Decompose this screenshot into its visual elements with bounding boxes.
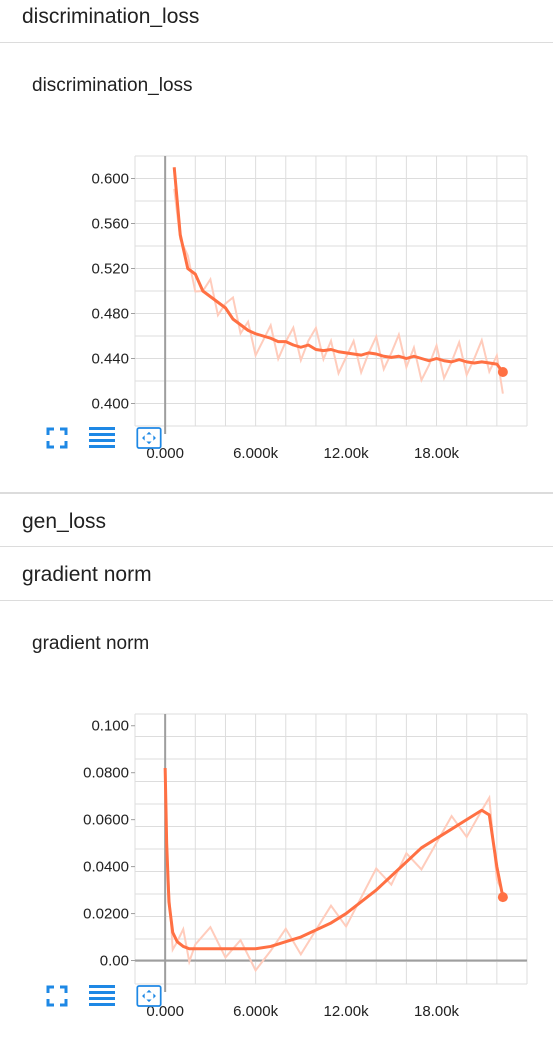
series-group	[163, 767, 505, 973]
chart-title: discrimination_loss	[32, 75, 193, 96]
raw-series-line	[173, 188, 504, 394]
x-tick-label: 12.00k	[324, 1003, 370, 1020]
section-header-gen-loss[interactable]: gen_loss	[0, 493, 553, 547]
fit-domain-button[interactable]	[44, 425, 70, 451]
line-chart-discrimination-loss[interactable]: 0.600 0.560 0.520 0.480 0.440 0.400 0.000 6.000…	[0, 104, 553, 484]
section-title: discrimination_loss	[22, 5, 200, 28]
y-tick-label: 0.0200	[83, 906, 129, 923]
section-header-discrimination-loss[interactable]: discrimination_loss	[0, 0, 553, 43]
grid-lines	[134, 155, 528, 427]
chart-card-gradient-norm: gradient norm 0.100 0.0800 0.0600 0.0400 0.0…	[0, 602, 553, 1020]
toggle-data-icon	[89, 427, 115, 448]
smoothed-series-line	[163, 767, 505, 951]
x-tick-label: 6.000k	[233, 445, 279, 462]
y-tick-label: 0.0600	[83, 812, 129, 829]
last-point-marker[interactable]	[497, 892, 508, 903]
y-tick-label: 0.560	[91, 216, 129, 233]
expand-icon	[136, 985, 162, 1007]
x-tick-label: 0.000	[146, 445, 184, 462]
section-title: gradient norm	[22, 563, 152, 586]
fit-domain-icon	[46, 427, 68, 449]
y-tick-label: 0.0800	[83, 765, 129, 782]
y-tick-label: 0.440	[91, 351, 129, 368]
x-tick-label: 18.00k	[414, 1003, 460, 1020]
series-group	[172, 167, 505, 394]
expand-chart-button[interactable]	[136, 425, 162, 451]
raw-series-line	[164, 789, 504, 973]
expand-icon	[136, 427, 162, 449]
last-point-marker[interactable]	[497, 367, 508, 377]
grid-lines	[134, 713, 528, 985]
chart-card-discrimination-loss: discrimination_loss 0.600 0.560 0.520 0.480…	[0, 44, 553, 493]
smoothed-series-line	[172, 167, 505, 373]
fit-domain-button[interactable]	[44, 983, 70, 1009]
fit-domain-icon	[46, 985, 68, 1007]
x-tick-label: 18.00k	[414, 445, 460, 462]
x-tick-label: 12.00k	[324, 445, 370, 462]
y-tick-label: 0.520	[91, 261, 129, 278]
toggle-data-icon	[89, 985, 115, 1006]
section-title: gen_loss	[22, 510, 107, 533]
section-header-gradient-norm[interactable]: gradient norm	[0, 547, 553, 601]
toggle-data-button[interactable]	[89, 425, 115, 451]
chart-title: gradient norm	[32, 633, 150, 654]
x-tick-label: 6.000k	[233, 1003, 279, 1020]
y-tick-label: 0.0400	[83, 859, 129, 876]
expand-chart-button[interactable]	[136, 983, 162, 1009]
y-tick-label: 0.00	[100, 953, 129, 970]
toggle-data-button[interactable]	[89, 983, 115, 1009]
y-tick-label: 0.480	[91, 306, 129, 323]
y-tick-label: 0.100	[91, 718, 129, 735]
y-tick-label: 0.600	[91, 171, 129, 188]
y-tick-label: 0.400	[91, 396, 129, 413]
